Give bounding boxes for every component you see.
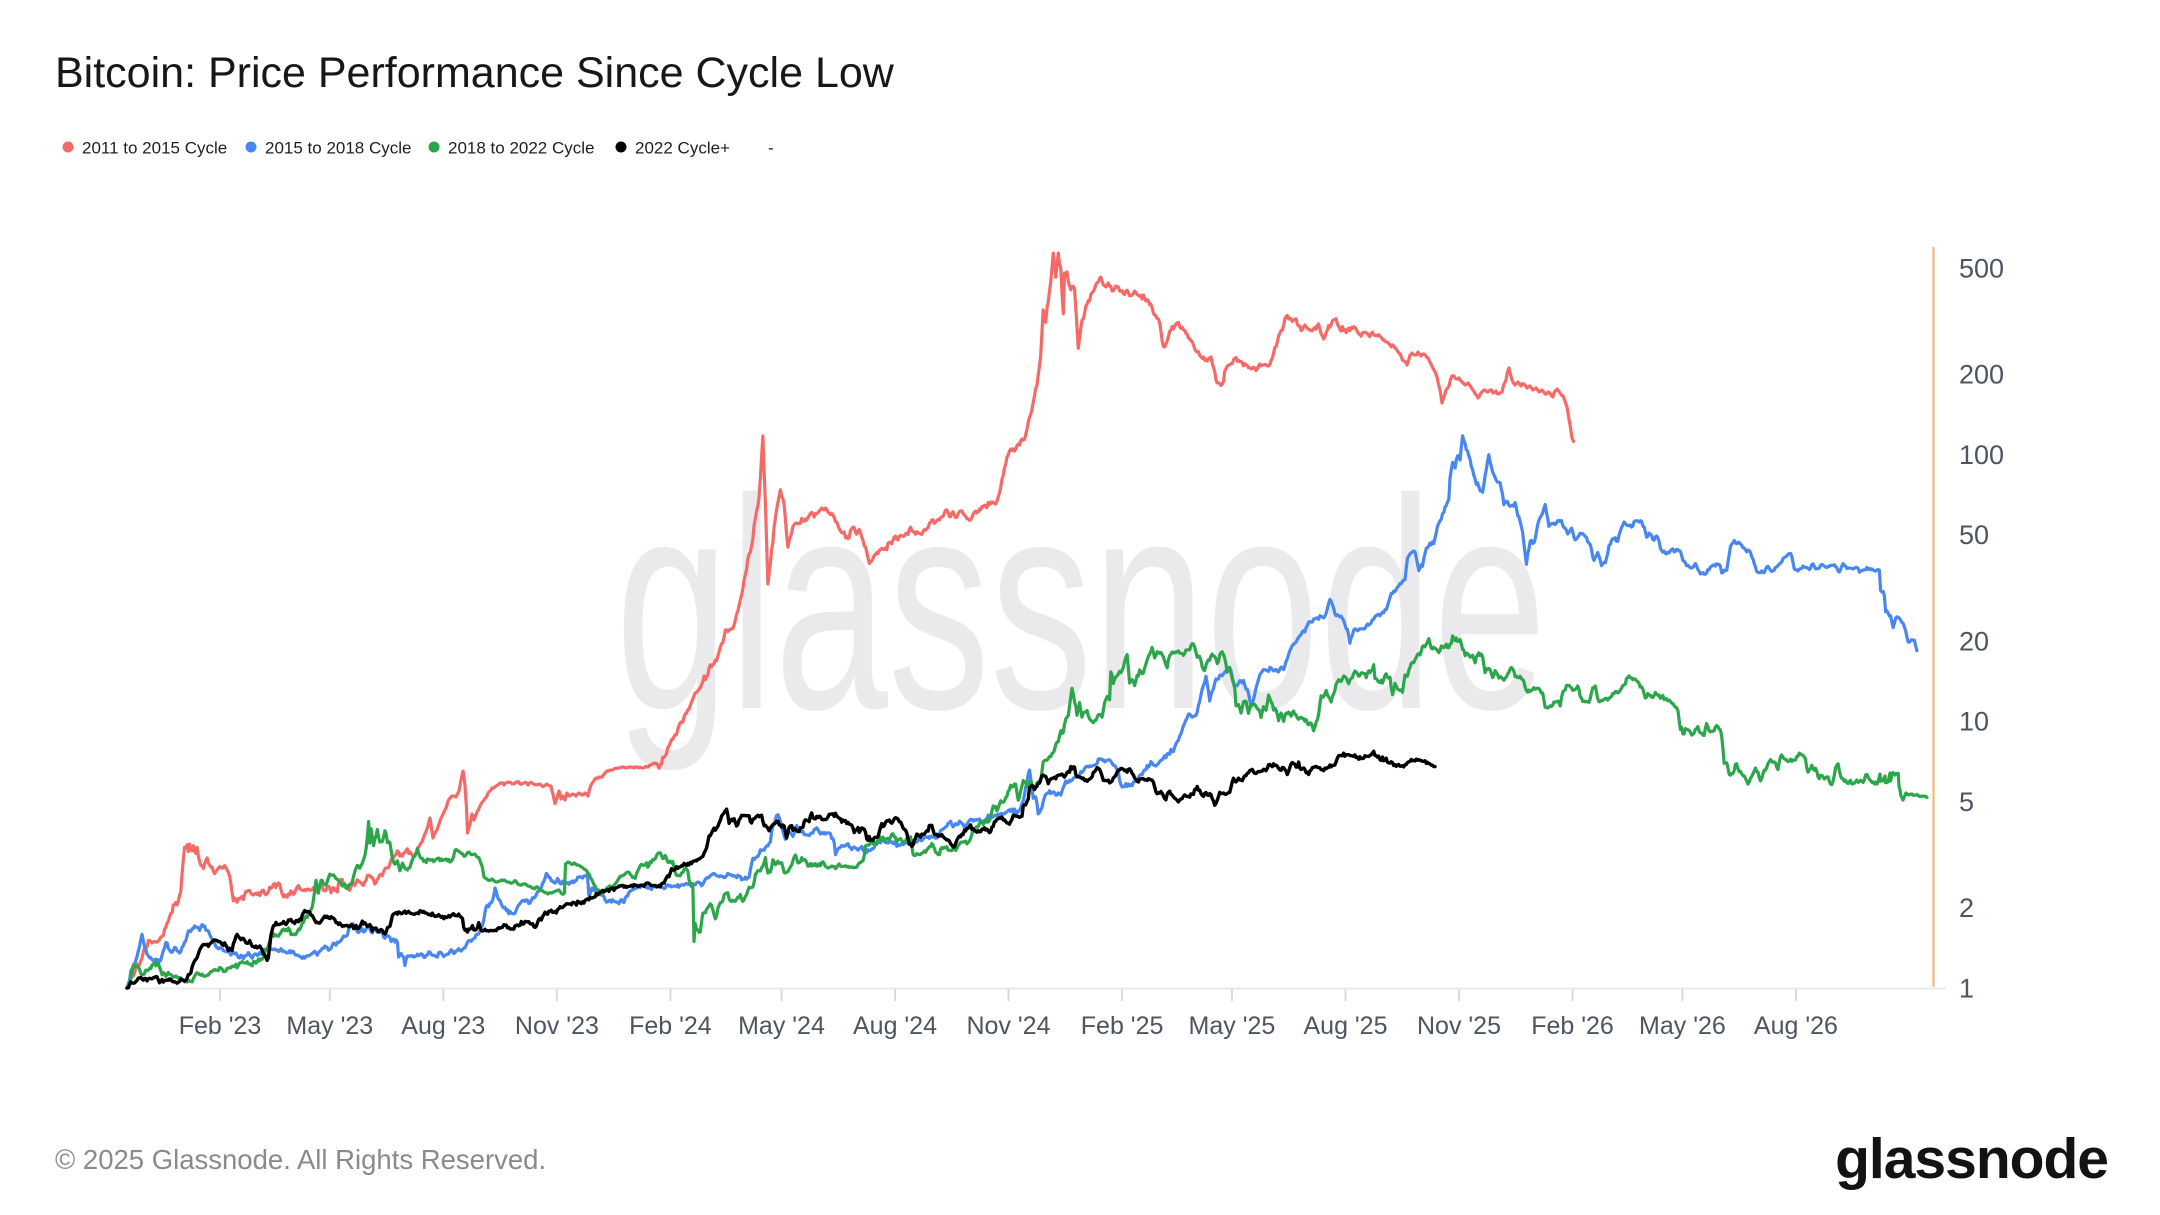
svg-text:Nov '24: Nov '24 xyxy=(967,1012,1051,1040)
svg-text:2022 Cycle+: 2022 Cycle+ xyxy=(635,139,730,158)
svg-text:Nov '25: Nov '25 xyxy=(1417,1012,1501,1040)
svg-text:Feb '25: Feb '25 xyxy=(1081,1012,1164,1040)
svg-text:Feb '23: Feb '23 xyxy=(179,1012,262,1040)
svg-text:-: - xyxy=(768,139,774,158)
svg-text:100: 100 xyxy=(1959,440,2004,470)
svg-text:glassnode: glassnode xyxy=(615,438,1546,774)
svg-text:Feb '24: Feb '24 xyxy=(629,1012,712,1040)
svg-text:May '25: May '25 xyxy=(1189,1012,1276,1040)
svg-text:50: 50 xyxy=(1959,520,1989,550)
svg-text:1: 1 xyxy=(1959,974,1974,1004)
svg-text:May '23: May '23 xyxy=(286,1012,373,1040)
svg-text:2011 to 2015 Cycle: 2011 to 2015 Cycle xyxy=(82,139,227,158)
svg-text:10: 10 xyxy=(1959,707,1989,737)
svg-text:Feb '26: Feb '26 xyxy=(1531,1012,1614,1040)
svg-text:Aug '24: Aug '24 xyxy=(853,1012,937,1040)
svg-text:2: 2 xyxy=(1959,893,1974,923)
svg-text:20: 20 xyxy=(1959,626,1989,656)
svg-text:Aug '25: Aug '25 xyxy=(1303,1012,1387,1040)
svg-text:2015 to 2018 Cycle: 2015 to 2018 Cycle xyxy=(265,139,412,158)
svg-text:May '26: May '26 xyxy=(1639,1012,1726,1040)
svg-text:Aug '23: Aug '23 xyxy=(401,1012,485,1040)
svg-text:500: 500 xyxy=(1959,253,2004,283)
svg-text:May '24: May '24 xyxy=(738,1012,825,1040)
svg-text:Nov '23: Nov '23 xyxy=(515,1012,599,1040)
svg-text:Aug '26: Aug '26 xyxy=(1754,1012,1838,1040)
svg-text:5: 5 xyxy=(1959,787,1974,817)
svg-text:2018 to 2022 Cycle: 2018 to 2022 Cycle xyxy=(448,139,595,158)
svg-text:200: 200 xyxy=(1959,360,2004,390)
